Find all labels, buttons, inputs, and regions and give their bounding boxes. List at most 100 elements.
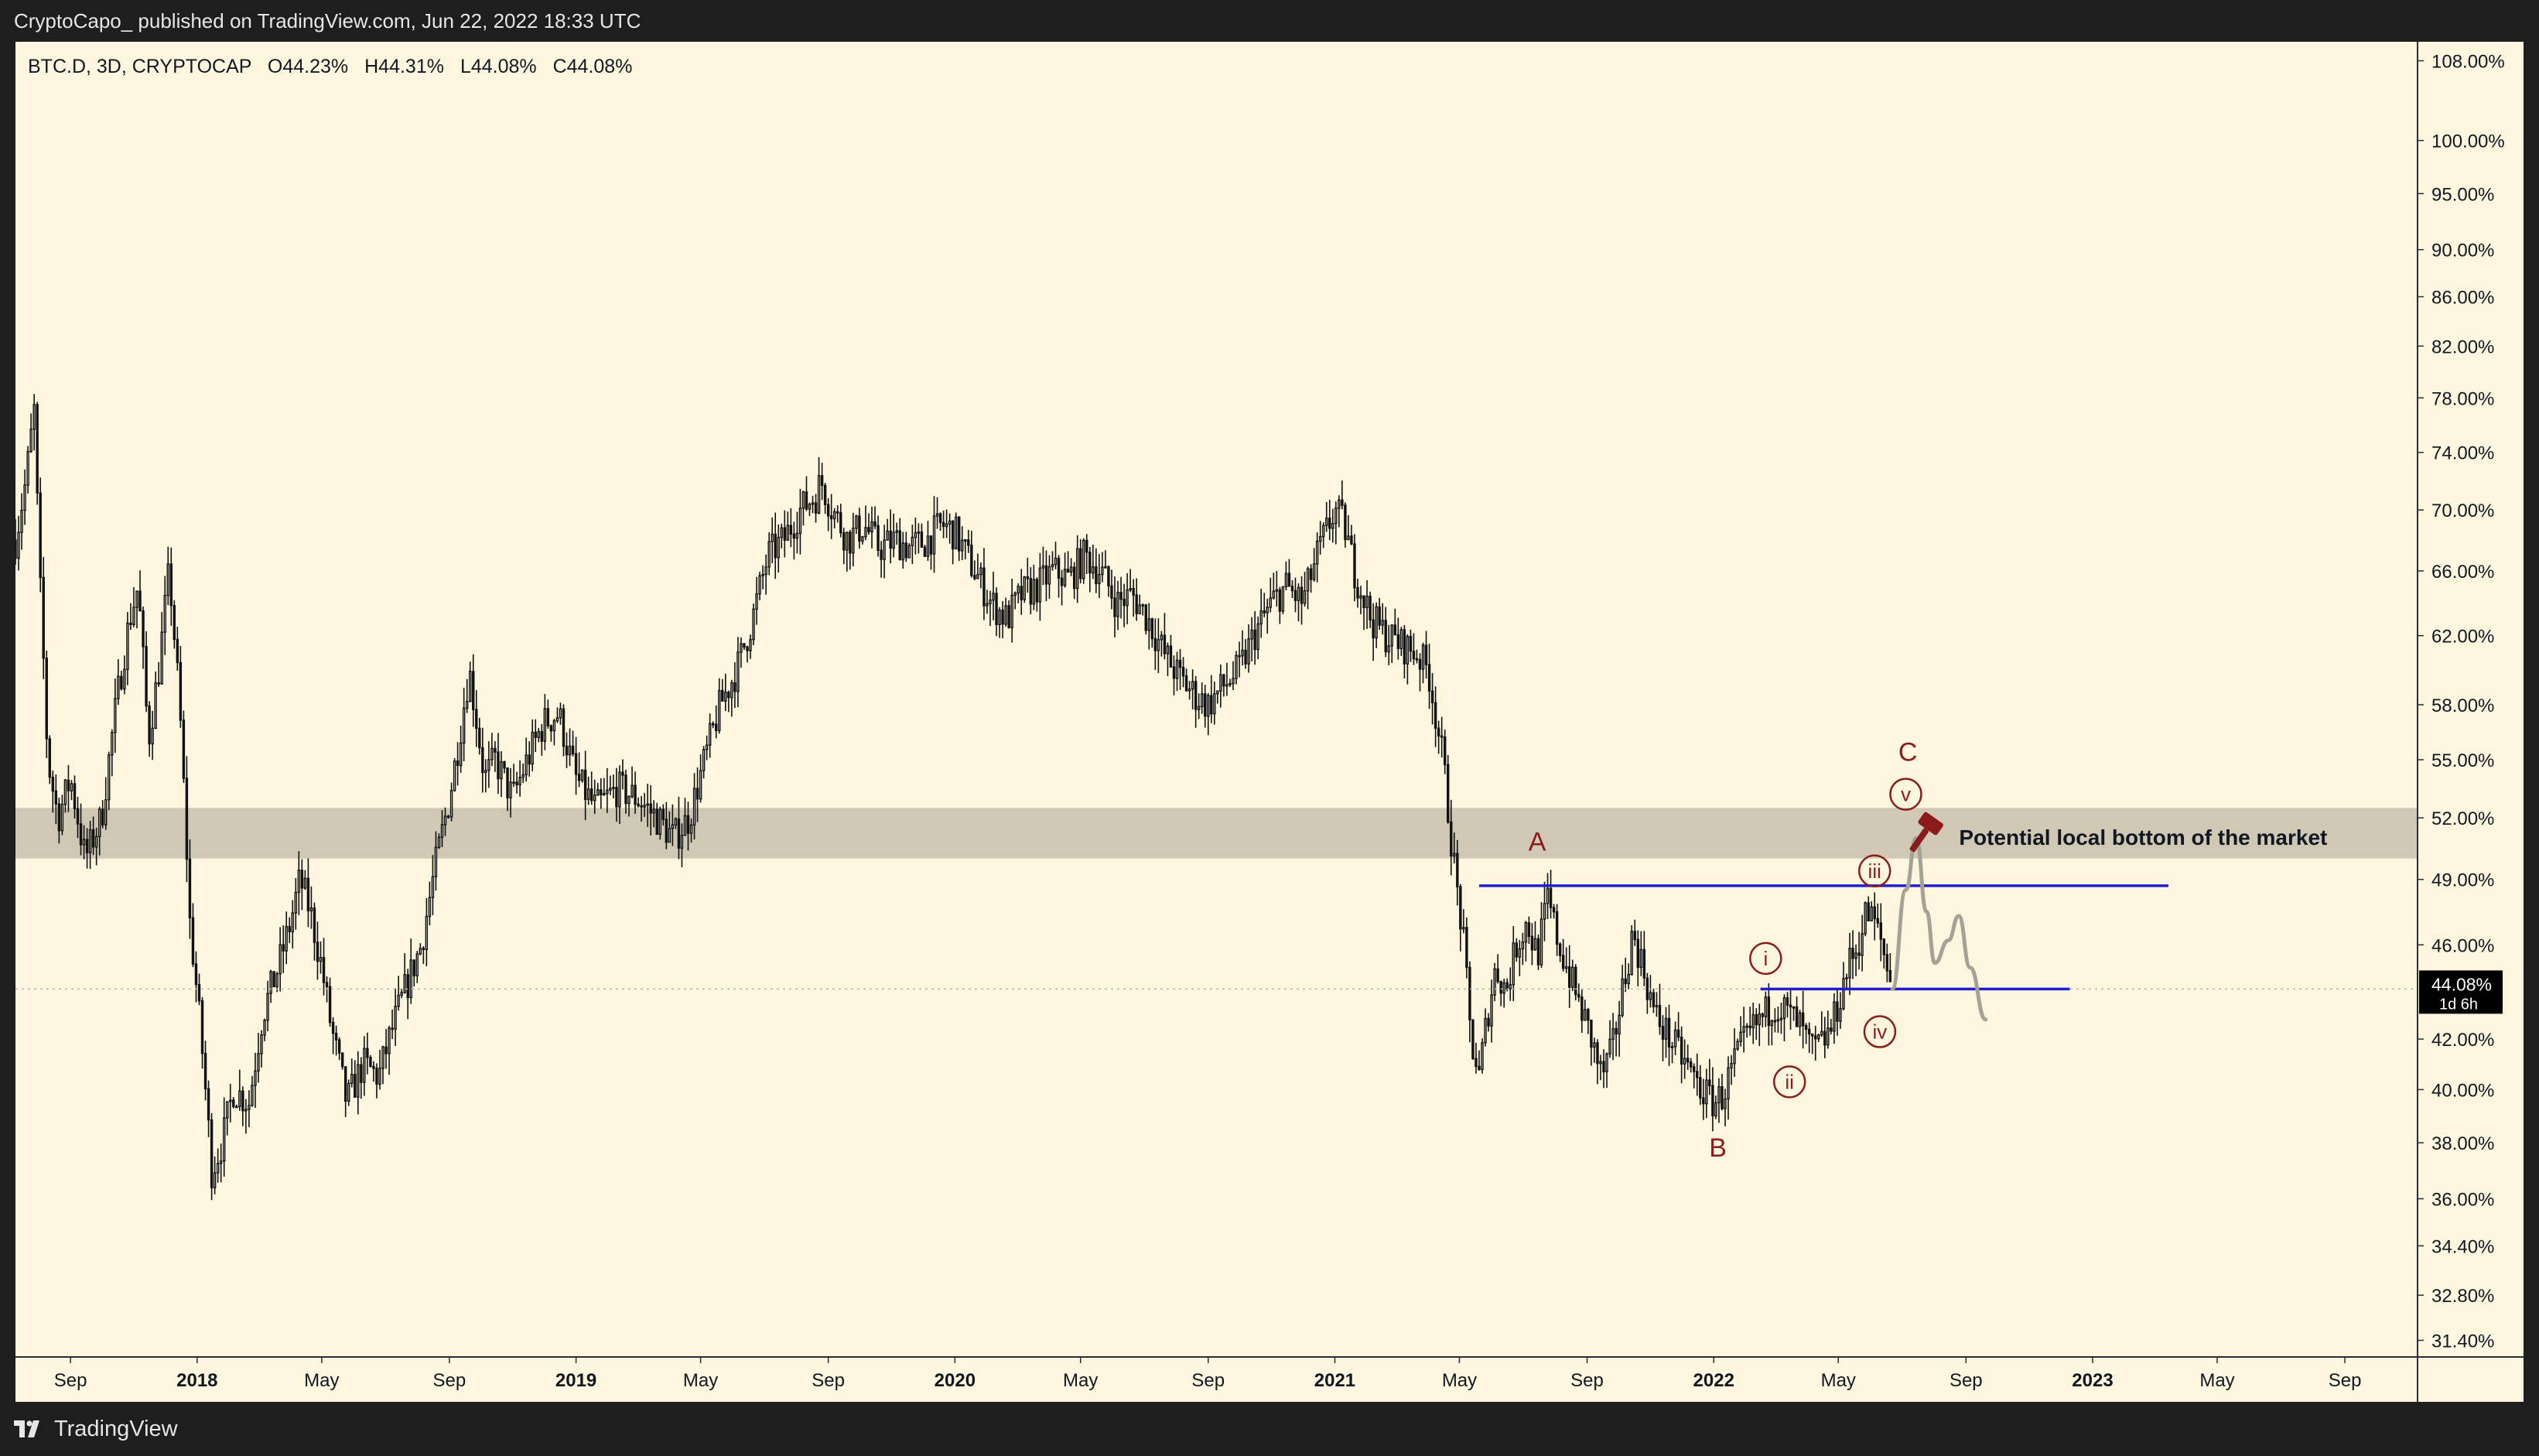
candle-body [958,516,961,552]
projection-path[interactable] [1890,836,1988,1022]
candle-body [1353,543,1356,589]
candle-body [70,783,73,791]
wave-label-v[interactable]: v [1889,778,1922,811]
last-price-tag[interactable]: 44.08% 1d 6h [2419,970,2503,1014]
candle-body [1253,629,1256,651]
candle-body [343,1066,347,1102]
candle-body [1356,586,1359,599]
candle-body [904,542,908,559]
candle-body [1779,1017,1783,1020]
candle-body [1228,682,1232,685]
tradingview-logo-icon[interactable] [14,1420,45,1437]
candle-body [1172,666,1176,679]
candle-body [182,719,186,779]
candle-body [1574,966,1577,996]
candle-body [817,475,821,514]
wave-label-iv[interactable]: iv [1863,1015,1897,1048]
candle-body [381,1046,384,1069]
candle-body [1475,1058,1478,1068]
candle-body [400,992,403,996]
candle-body [702,749,706,771]
candle-body [858,515,861,542]
candle-body [60,803,64,832]
candle-body [500,760,503,780]
candle-body [1683,1058,1686,1065]
y-tick-label: 95.00% [2431,184,2494,205]
candle-body [1232,678,1235,685]
candle-body [506,767,509,798]
candle-body [1095,566,1098,584]
candle-body [1854,952,1857,959]
annotation-text[interactable]: Potential local bottom of the market [1959,825,2327,849]
candle-body [877,525,880,551]
candle-body [512,781,515,784]
candle-body [494,747,497,753]
candle-body [1344,504,1347,541]
wave-label-circle [1749,942,1782,976]
candle-body [1702,1097,1705,1105]
wave-label-C[interactable]: C [1898,737,1918,767]
candle-body [1443,736,1447,766]
candle-body [17,531,20,559]
candle-body [145,646,148,707]
candle-body [883,539,886,560]
candle-body [297,870,301,894]
candle-body [294,891,298,914]
candle-body [1092,566,1095,574]
candle-body [85,839,89,853]
candle-body [1331,523,1334,529]
candle-body [1187,688,1191,692]
candle-body [1041,565,1045,569]
candle-body [1238,655,1241,658]
candle-body [907,545,911,559]
candle-body [369,1057,372,1068]
candle-body [618,771,621,808]
candle-body [1141,604,1144,607]
candle-body [1293,590,1297,601]
y-tick-label: 49.00% [2431,870,2494,891]
candle-body [91,829,95,848]
candle-body [453,760,456,791]
wave-label-B[interactable]: B [1709,1133,1727,1163]
candle-body [593,795,596,801]
candle-body [1536,938,1540,966]
candle-body [166,563,169,596]
candle-body [1072,566,1076,590]
candle-body [1013,592,1017,596]
candle-body [248,1105,251,1110]
candle-body [1318,535,1322,542]
candle-body [792,533,796,539]
wave-label-ii[interactable]: ii [1772,1065,1806,1099]
candle-body [1066,569,1070,573]
candle-body [1169,645,1173,668]
candle-body [923,546,927,557]
candle-body [1418,658,1422,670]
candle-body [216,1162,220,1174]
candle-body [961,539,964,552]
wave-label-i[interactable]: i [1749,942,1782,976]
candle-body [1178,659,1182,668]
candle-body [767,541,771,568]
candle-body [1605,1053,1608,1073]
candle-body [375,1068,378,1085]
candle-body [995,593,998,626]
candle-body [54,790,58,805]
candle-body [1645,977,1649,1000]
wave-label-iii[interactable]: iii [1857,854,1891,888]
wave-label-A[interactable]: A [1529,827,1546,856]
candle-body [409,959,412,999]
support-zone[interactable] [15,808,2418,859]
candle-body [1035,579,1039,603]
candle-body [552,719,556,732]
candle-body [808,504,812,510]
candle-body [525,754,528,776]
candle-body [1639,948,1643,969]
candle-body [1584,1009,1587,1021]
candle-body [104,798,108,825]
candle-body [562,708,566,747]
y-tick-label: 36.00% [2431,1189,2494,1210]
candle-body [1437,727,1440,737]
candle-body [992,593,995,601]
